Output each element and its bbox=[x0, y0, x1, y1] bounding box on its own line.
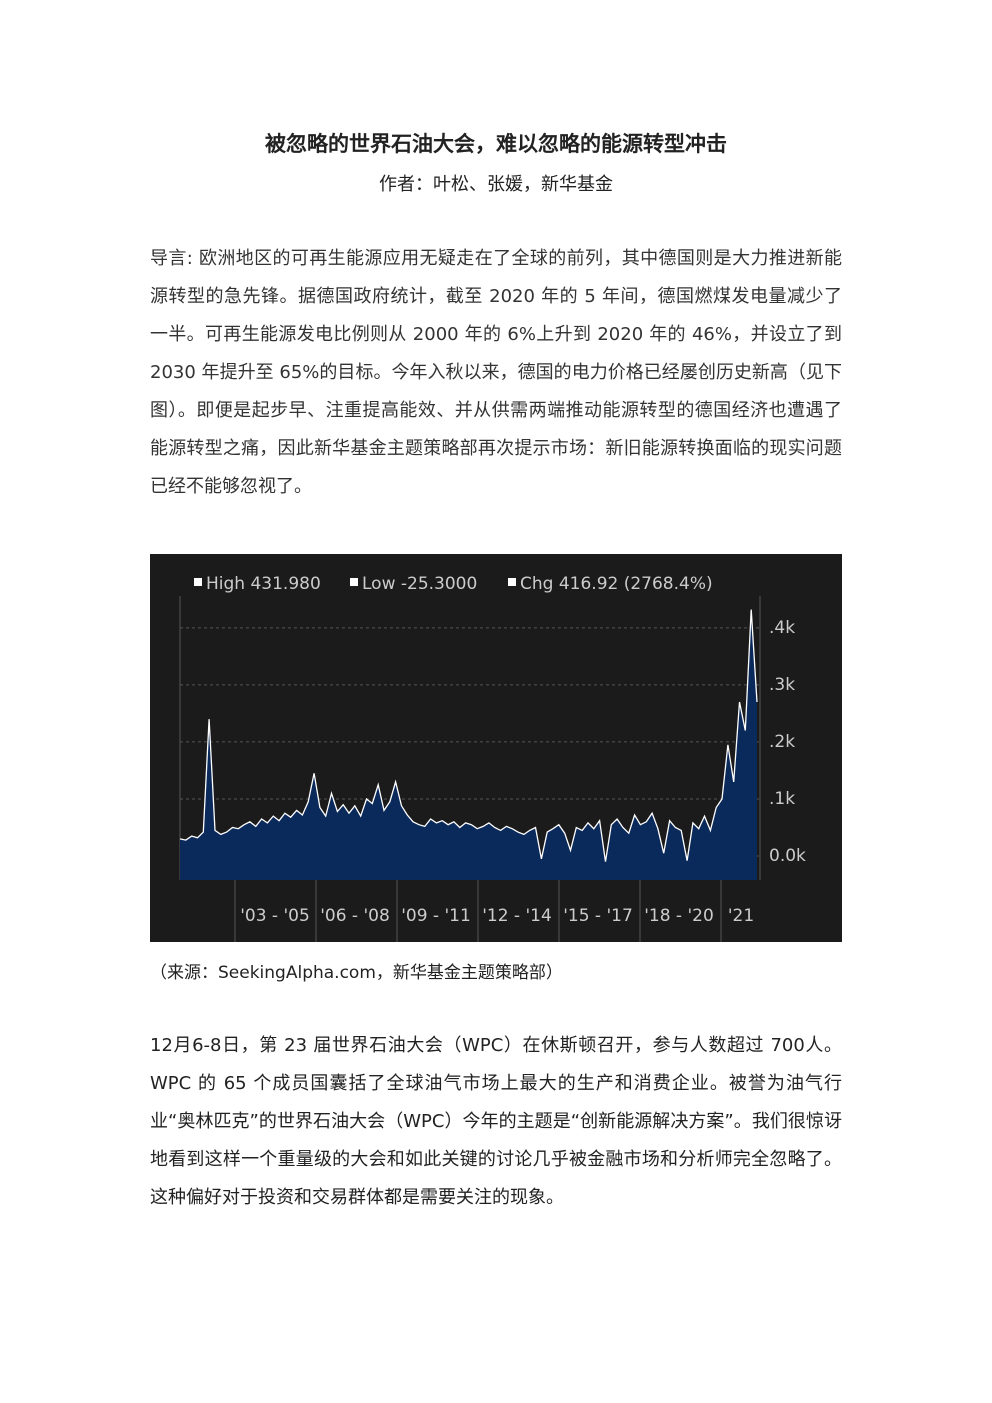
y-tick-label: .1k bbox=[769, 789, 795, 809]
y-tick-label: 0.0k bbox=[769, 846, 806, 866]
x-tick-label: '21 bbox=[728, 906, 754, 926]
y-tick-label: .4k bbox=[769, 618, 795, 638]
source-caption: （来源：SeekingAlpha.com，新华基金主题策略部） bbox=[150, 963, 563, 983]
x-tick-label: '12 - '14 bbox=[482, 906, 552, 926]
chart: High 431.980 Low -25.3000 Chg 416.92 (2768… bbox=[150, 554, 842, 942]
legend-label: Low -25.3000 bbox=[362, 574, 477, 594]
legend-swatch bbox=[508, 578, 516, 586]
legend-swatch bbox=[350, 578, 358, 586]
legend-label: High 431.980 bbox=[206, 574, 321, 594]
line bbox=[179, 609, 758, 862]
y-tick-label: .3k bbox=[769, 675, 795, 695]
y-tick-label: .2k bbox=[769, 732, 795, 752]
x-tick-label: '18 - '20 bbox=[644, 906, 714, 926]
legend-swatch bbox=[194, 578, 202, 586]
area bbox=[180, 609, 757, 880]
legend-label: Chg 416.92 (2768.4%) bbox=[520, 574, 713, 594]
x-tick-label: '09 - '11 bbox=[401, 906, 471, 926]
x-tick-label: '06 - '08 bbox=[320, 906, 390, 926]
doc-title: 被忽略的世界石油大会，难以忽略的能源转型冲击 bbox=[265, 132, 727, 156]
intro-paragraph: 导言: 欧洲地区的可再生能源应用无疑走在了全球的前列，其中德国则是大力推进新能源… bbox=[150, 248, 842, 497]
author: 作者：叶松、张媛，新华基金 bbox=[379, 174, 613, 195]
x-tick-label: '03 - '05 bbox=[240, 906, 310, 926]
x-tick-label: '15 - '17 bbox=[563, 906, 633, 926]
body-paragraph: 12月6-8日，第 23 届世界石油大会（WPC）在休斯顿召开，参与人数超过 7… bbox=[150, 1035, 842, 1208]
